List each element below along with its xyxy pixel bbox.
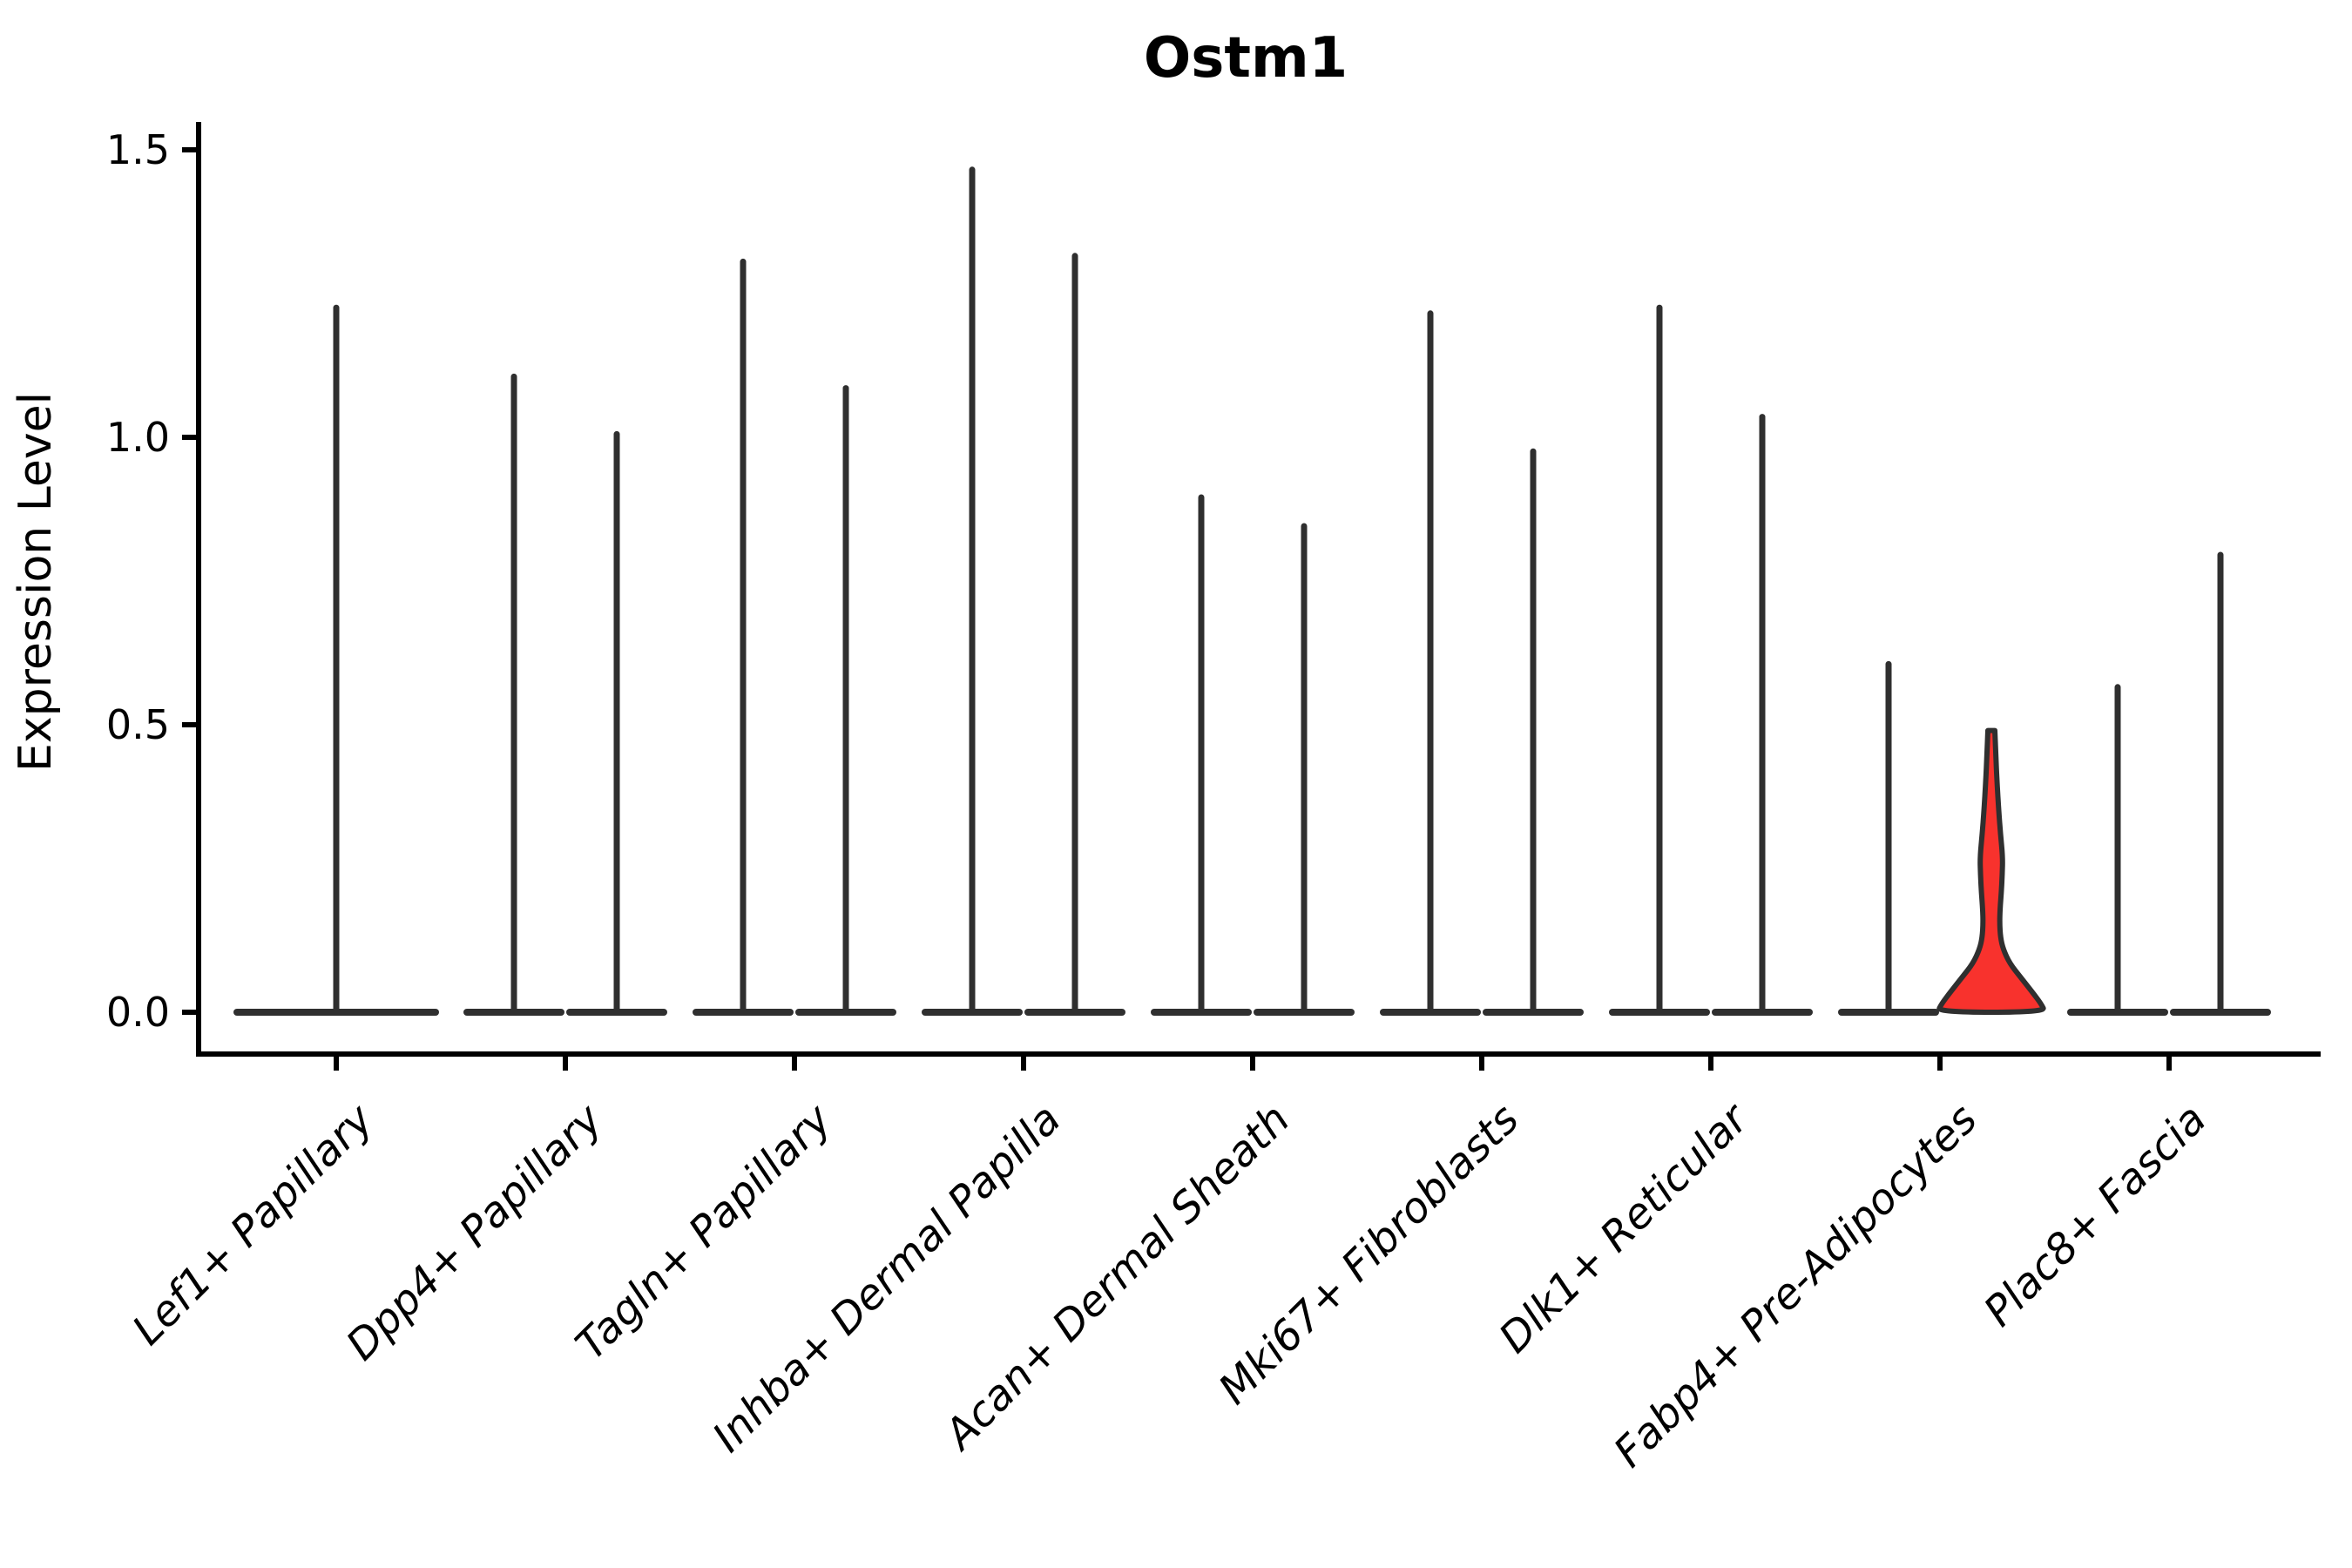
y-tick-label: 1.5 [106, 126, 170, 173]
y-tick-label: 0.5 [106, 701, 170, 748]
x-category-label: Tagln+ Papillary [566, 1094, 841, 1369]
x-category-label: Lef1+ Papillary [123, 1094, 383, 1355]
y-axis-label: Expression Level [10, 392, 62, 772]
x-category-label: Dpp4+ Papillary [337, 1094, 612, 1369]
highlighted-violin-body [1936, 727, 2046, 1015]
chart-title: Ostm1 [1144, 26, 1348, 91]
y-tick-label: 0.0 [106, 989, 170, 1036]
x-category-label: Fabp4+ Pre-Adipocytes [1605, 1095, 1987, 1477]
x-category-label: Dlk1+ Reticular [1490, 1093, 1760, 1363]
y-tick-label: 1.0 [106, 414, 170, 461]
axes-layer [182, 122, 2321, 1071]
violins-layer [233, 166, 2271, 1016]
x-category-label: Plac8+ Fascia [1975, 1095, 2216, 1336]
